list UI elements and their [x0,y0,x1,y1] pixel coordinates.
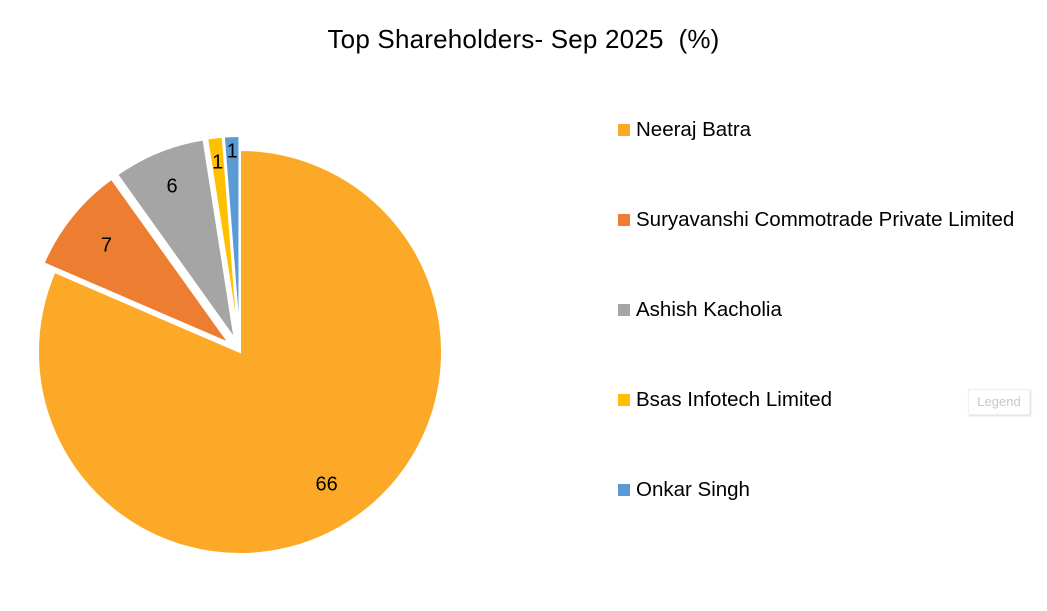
pie-slice-neeraj-batra[interactable] [37,148,443,555]
legend-item[interactable]: Bsas Infotech Limited [618,378,1038,422]
legend-label: Bsas Infotech Limited [636,388,832,411]
legend-tooltip: Legend [968,389,1030,415]
slice-value-label: 1 [227,140,238,162]
slice-value-label: 1 [212,152,223,174]
legend-label: Neeraj Batra [636,118,752,141]
legend-item[interactable]: Neeraj Batra [618,108,1038,152]
slice-value-label: 6 [166,176,177,198]
legend-swatch [618,214,630,226]
pie-slice-suryavanshi-commotrade-private-limited[interactable] [42,177,233,346]
pie-slice-ashish-kacholia[interactable] [115,138,236,340]
legend-item[interactable]: Ashish Kacholia [618,288,1038,332]
chart-title: Top Shareholders- Sep 2025 (%) [327,24,720,54]
legend-swatch [618,124,630,136]
slice-value-label: 66 [315,474,337,496]
legend-swatch [618,304,630,316]
legend-item[interactable]: Onkar Singh [618,468,1038,512]
legend-label: Suryavanshi Commotrade Private Limited [636,208,1015,231]
legend-item[interactable]: Suryavanshi Commotrade Private Limited [618,198,1038,242]
legend-label: Onkar Singh [636,478,750,501]
legend-swatch [618,394,630,406]
legend-label: Ashish Kacholia [636,298,782,321]
pie-slice-onkar-singh[interactable] [222,135,241,339]
legend[interactable]: Neeraj Batra Suryavanshi Commotrade Priva… [618,108,1038,558]
slice-value-label: 7 [101,234,112,256]
legend-swatch [618,484,630,496]
pie-slice-bsas-infotech-limited[interactable] [206,135,240,339]
